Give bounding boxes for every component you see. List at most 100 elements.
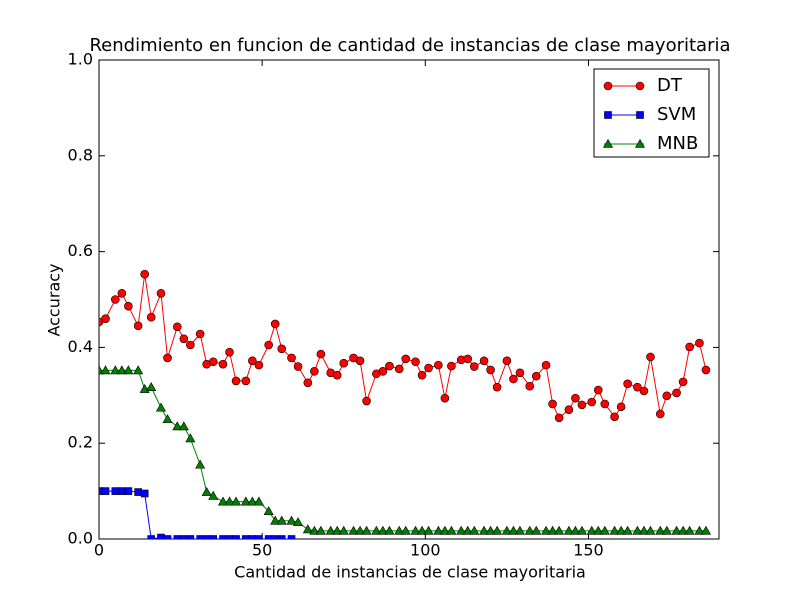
marker <box>593 525 604 535</box>
marker <box>124 487 133 495</box>
marker <box>270 515 281 525</box>
marker <box>110 365 121 375</box>
marker <box>634 138 646 148</box>
marker <box>632 525 643 535</box>
marker <box>219 535 227 539</box>
marker <box>541 525 552 535</box>
marker <box>645 525 656 535</box>
marker <box>133 321 143 331</box>
marker <box>101 487 110 495</box>
marker <box>394 525 405 535</box>
marker <box>417 525 428 535</box>
marker <box>355 525 366 535</box>
marker <box>678 377 688 387</box>
marker <box>587 397 597 407</box>
marker <box>639 386 649 396</box>
marker <box>225 535 234 539</box>
marker <box>209 535 218 539</box>
marker <box>424 363 433 373</box>
marker <box>509 374 518 384</box>
marker <box>577 400 587 410</box>
marker <box>208 490 219 500</box>
marker <box>287 353 296 363</box>
marker <box>201 486 212 496</box>
marker <box>622 525 633 535</box>
x-tick-label: 100 <box>410 541 441 560</box>
marker <box>277 344 287 354</box>
marker <box>303 378 313 388</box>
marker <box>417 370 427 380</box>
marker <box>678 525 689 535</box>
marker <box>635 81 645 91</box>
marker <box>401 354 411 364</box>
marker <box>576 525 587 535</box>
marker <box>586 525 597 535</box>
marker <box>616 402 626 412</box>
marker <box>571 393 580 403</box>
marker <box>254 360 264 370</box>
series-line <box>99 490 292 539</box>
marker <box>554 413 564 423</box>
marker <box>616 525 627 535</box>
marker <box>348 525 359 535</box>
marker <box>140 269 149 279</box>
marker <box>439 525 450 535</box>
marker <box>111 487 120 495</box>
marker <box>434 360 443 370</box>
marker <box>636 111 644 119</box>
marker <box>163 353 172 363</box>
marker <box>508 525 519 535</box>
marker <box>501 525 512 535</box>
marker <box>208 357 218 367</box>
marker <box>514 525 525 535</box>
marker <box>196 535 204 539</box>
marker <box>433 525 444 535</box>
marker <box>264 535 273 539</box>
marker <box>447 361 456 371</box>
legend-label: SVM <box>657 104 696 125</box>
marker <box>224 496 235 506</box>
marker <box>263 506 274 516</box>
marker <box>463 354 473 364</box>
y-axis-label: Accuracy <box>45 263 64 336</box>
marker <box>479 356 489 366</box>
marker <box>293 517 304 527</box>
marker <box>195 329 205 339</box>
marker <box>271 535 280 539</box>
marker <box>332 525 343 535</box>
y-tick-label: 0.6 <box>68 241 93 260</box>
marker <box>309 525 320 535</box>
marker <box>218 359 228 369</box>
marker <box>662 391 672 401</box>
marker <box>101 314 110 323</box>
marker <box>371 525 382 535</box>
marker <box>255 535 263 539</box>
legend: DT SVM MNB <box>593 68 710 158</box>
marker <box>156 288 166 298</box>
marker <box>270 319 280 329</box>
marker <box>173 322 182 332</box>
marker <box>240 496 251 506</box>
x-tick-label: 50 <box>252 541 272 560</box>
marker <box>661 525 672 535</box>
marker <box>355 356 365 366</box>
x-axis-label: Cantidad de instancias de clase mayorita… <box>234 563 586 582</box>
marker <box>316 349 326 359</box>
marker <box>672 388 681 398</box>
marker <box>325 525 336 535</box>
marker <box>570 525 581 535</box>
marker <box>603 81 613 91</box>
y-tick-label: 0.4 <box>68 337 93 356</box>
marker <box>163 535 172 539</box>
marker <box>456 525 467 535</box>
marker <box>685 342 694 352</box>
marker <box>186 535 195 539</box>
marker <box>155 402 167 412</box>
marker <box>554 525 565 535</box>
marker <box>100 365 111 375</box>
marker <box>564 405 574 414</box>
marker <box>701 365 711 375</box>
marker <box>146 312 156 322</box>
marker <box>462 525 473 535</box>
marker <box>446 525 457 535</box>
